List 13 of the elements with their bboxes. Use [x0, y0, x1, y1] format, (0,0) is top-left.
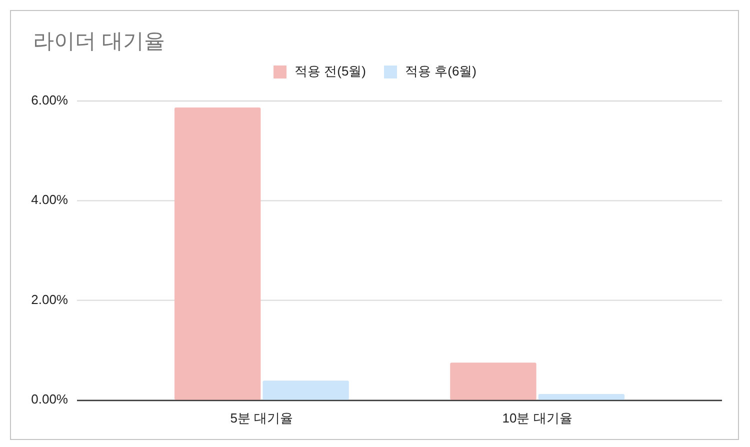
- x-tick-label: 5분 대기율: [230, 410, 294, 426]
- bar: [174, 107, 261, 400]
- x-tick-label: 10분 대기율: [502, 410, 572, 426]
- y-tick-label: 4.00%: [31, 192, 68, 208]
- bar: [538, 394, 625, 400]
- legend-label: 적용 전(5월): [294, 63, 366, 78]
- y-tick-label: 2.00%: [31, 292, 68, 307]
- bar: [262, 380, 349, 400]
- chart-title: 라이더 대기율: [33, 30, 165, 53]
- y-tick-label: 6.00%: [31, 92, 68, 108]
- legend-label: 적용 후(6월): [405, 63, 476, 78]
- y-tick-label: 0.00%: [31, 391, 68, 406]
- bar: [450, 362, 536, 400]
